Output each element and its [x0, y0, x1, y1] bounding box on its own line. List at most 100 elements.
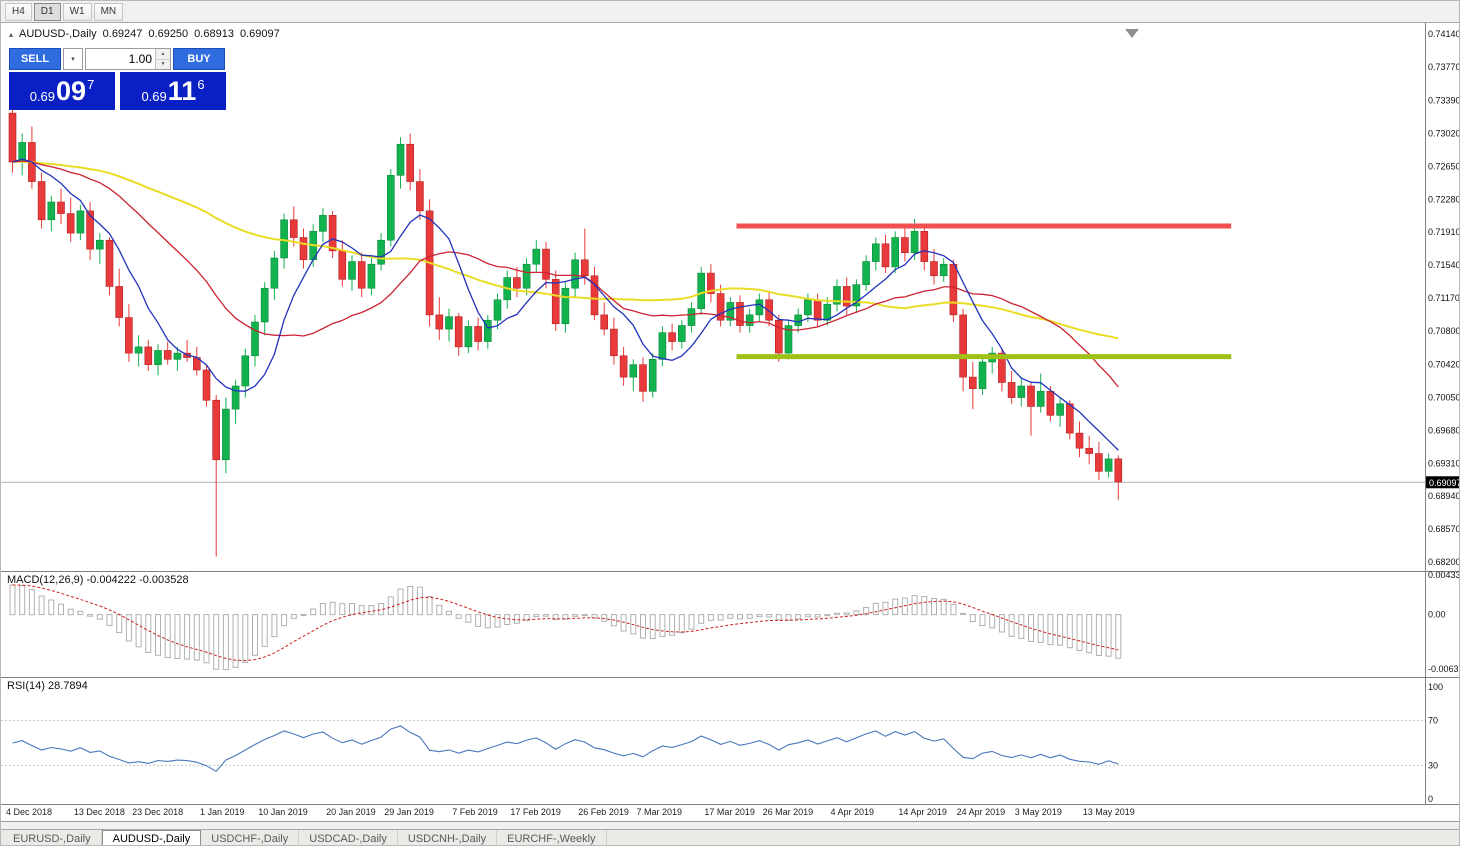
chart-tab-usdcnh[interactable]: USDCNH-,Daily — [398, 830, 498, 845]
svg-text:0.70800: 0.70800 — [1428, 326, 1460, 336]
svg-text:0.71170: 0.71170 — [1428, 293, 1460, 303]
time-axis-label: 10 Jan 2019 — [258, 807, 308, 817]
timeframe-button-h4[interactable]: H4 — [5, 2, 32, 21]
timeframe-button-mn[interactable]: MN — [93, 2, 124, 21]
low-value: 0.68913 — [194, 28, 234, 40]
macd-axis-label: -0.006375 — [1428, 664, 1460, 674]
time-axis-label: 4 Dec 2018 — [6, 807, 52, 817]
rsi-header: RSI(14) 28.7894 — [7, 680, 88, 692]
svg-text:0.69680: 0.69680 — [1428, 425, 1460, 435]
timeframe-toolbar: H4 D1 W1 MN — [1, 1, 1459, 23]
sell-price-display[interactable]: 0.69 09 7 — [9, 72, 115, 110]
ma-line-50 — [12, 160, 1119, 340]
time-axis-label: 29 Jan 2019 — [384, 807, 434, 817]
chart-ohlc-header: ▴ AUDUSD-,Daily 0.69247 0.69250 0.68913 … — [9, 28, 280, 40]
trade-panel-prices: 0.69 09 7 0.69 11 6 — [9, 72, 226, 110]
time-axis-label: 4 Apr 2019 — [831, 807, 875, 817]
current-price-tag — [1426, 476, 1459, 489]
macd-values: -0.004222 -0.003528 — [86, 574, 189, 586]
svg-text:0.72650: 0.72650 — [1428, 161, 1460, 171]
time-axis-label: 24 Apr 2019 — [957, 807, 1006, 817]
time-axis-label: 26 Feb 2019 — [578, 807, 629, 817]
time-axis-label: 13 May 2019 — [1083, 807, 1135, 817]
time-axis-label: 17 Mar 2019 — [704, 807, 755, 817]
sell-price-pipette: 7 — [87, 77, 95, 92]
current-price-tag-value: 0.69097 — [1429, 478, 1460, 488]
macd-signal-line — [12, 584, 1119, 662]
candlesticks — [8, 103, 1123, 557]
time-axis-label: 1 Jan 2019 — [200, 807, 245, 817]
collapse-trade-panel-icon[interactable]: ▴ — [9, 29, 14, 39]
buy-button[interactable]: BUY — [173, 48, 225, 70]
time-axis-label: 3 May 2019 — [1015, 807, 1062, 817]
svg-text:0.72280: 0.72280 — [1428, 194, 1460, 204]
macd-axis-label: 0.00 — [1428, 610, 1446, 620]
chart-tab-bar: EURUSD-,Daily AUDUSD-,Daily USDCHF-,Daily U… — [1, 829, 1459, 845]
chart-tab-eurchf[interactable]: EURCHF-,Weekly — [497, 830, 607, 845]
svg-text:0.69310: 0.69310 — [1428, 458, 1460, 468]
time-axis-label: 7 Feb 2019 — [452, 807, 498, 817]
chart-tab-usdchf[interactable]: USDCHF-,Daily — [201, 830, 300, 845]
chart-tab-audusd[interactable]: AUDUSD-,Daily — [101, 830, 202, 845]
timeframe-button-w1[interactable]: W1 — [62, 2, 92, 21]
svg-text:0.68200: 0.68200 — [1428, 557, 1460, 567]
time-axis-label: 23 Dec 2018 — [132, 807, 183, 817]
rsi-axis-label: 70 — [1428, 716, 1438, 726]
macd-name: MACD(12,26,9) — [7, 574, 84, 586]
close-value: 0.69097 — [239, 28, 280, 40]
open-value: 0.69247 — [102, 28, 143, 40]
ma-line-21 — [12, 160, 1119, 388]
time-axis-label: 13 Dec 2018 — [74, 807, 125, 817]
buy-price-pips: 11 — [167, 76, 197, 106]
svg-text:0.74140: 0.74140 — [1428, 29, 1460, 39]
time-axis-label: 7 Mar 2019 — [637, 807, 683, 817]
price-scale[interactable]: 0.74140 0.73770 0.73390 0.73020 0.72650 0.722… — [1428, 29, 1460, 567]
svg-text:0.68940: 0.68940 — [1428, 491, 1460, 501]
rsi-axis-label: 30 — [1428, 760, 1438, 770]
rsi-axis-label: 100 — [1428, 682, 1443, 692]
trade-panel-controls: SELL ▾ ▲ ▼ BUY — [9, 48, 225, 70]
bottom-scroll-strip[interactable] — [1, 821, 1459, 829]
chart-shift-marker-icon[interactable] — [1125, 29, 1139, 38]
macd-axis-label: 0.004331 — [1428, 570, 1460, 580]
time-axis-label: 26 Mar 2019 — [763, 807, 814, 817]
rsi-value: 28.7894 — [47, 680, 88, 692]
svg-text:0.70050: 0.70050 — [1428, 393, 1460, 403]
time-axis-label: 17 Feb 2019 — [510, 807, 561, 817]
svg-text:0.73770: 0.73770 — [1428, 62, 1460, 72]
volume-input[interactable] — [86, 49, 155, 69]
rsi-name: RSI(14) — [7, 680, 45, 692]
volume-stepper: ▲ ▼ — [155, 49, 170, 69]
buy-price-display[interactable]: 0.69 11 6 — [120, 72, 226, 110]
buy-price-base: 0.69 — [141, 89, 167, 104]
volume-preset-dropdown[interactable]: ▾ — [63, 48, 83, 70]
macd-header: MACD(12,26,9) -0.004222 -0.003528 — [7, 574, 189, 586]
svg-text:0.70420: 0.70420 — [1428, 360, 1460, 370]
svg-text:0.71540: 0.71540 — [1428, 260, 1460, 270]
timeframe-buttons: H4 D1 W1 MN — [5, 2, 124, 21]
ma-line-7 — [12, 158, 1119, 451]
rsi-line — [12, 725, 1119, 773]
macd-histogram — [9, 584, 1122, 671]
stepper-down-icon[interactable]: ▼ — [156, 59, 170, 69]
stepper-up-icon[interactable]: ▲ — [156, 49, 170, 60]
high-value: 0.69250 — [148, 28, 189, 40]
price-chart[interactable]: 0.74140 0.73770 0.73390 0.73020 0.72650 0.722… — [1, 23, 1460, 821]
buy-price-pipette: 6 — [197, 77, 205, 92]
svg-text:0.73020: 0.73020 — [1428, 129, 1460, 139]
chevron-down-icon: ▾ — [71, 56, 75, 63]
rsi-axis-label: 0 — [1428, 794, 1433, 804]
svg-text:0.73390: 0.73390 — [1428, 96, 1460, 106]
chart-tab-eurusd[interactable]: EURUSD-,Daily — [3, 830, 102, 845]
timeframe-button-d1[interactable]: D1 — [33, 2, 61, 21]
svg-text:0.71910: 0.71910 — [1428, 227, 1460, 237]
symbol-label: AUDUSD-,Daily — [19, 28, 97, 40]
time-axis[interactable]: 4 Dec 2018 13 Dec 2018 23 Dec 2018 1 Jan 20… — [6, 807, 1135, 817]
chart-tab-usdcad[interactable]: USDCAD-,Daily — [299, 830, 398, 845]
sell-button[interactable]: SELL — [9, 48, 61, 70]
svg-text:0.68570: 0.68570 — [1428, 524, 1460, 534]
sell-price-base: 0.69 — [29, 89, 56, 104]
volume-field: ▲ ▼ — [85, 48, 171, 70]
time-axis-label: 20 Jan 2019 — [326, 807, 376, 817]
